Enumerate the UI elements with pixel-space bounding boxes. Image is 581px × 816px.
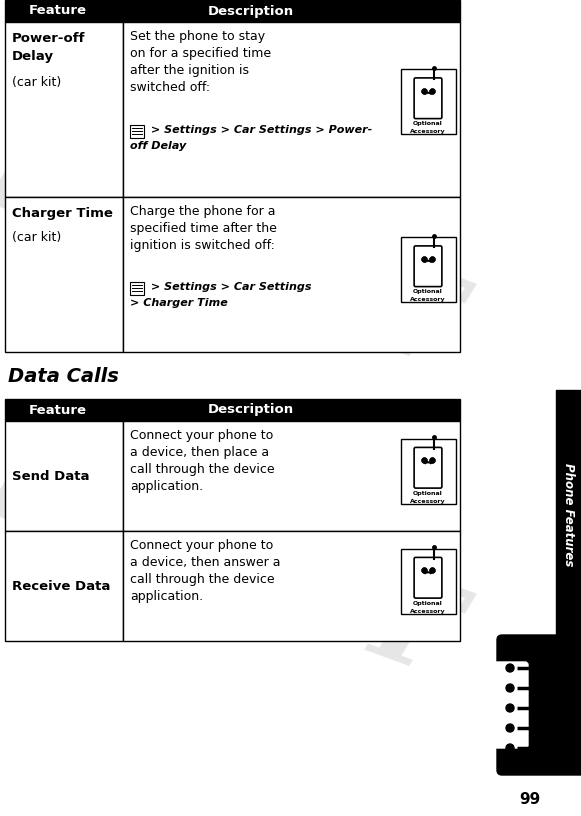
Text: > Settings > Car Settings > Power-: > Settings > Car Settings > Power- bbox=[147, 125, 372, 135]
Circle shape bbox=[506, 724, 514, 732]
Text: DRAFT: DRAFT bbox=[0, 109, 471, 391]
FancyBboxPatch shape bbox=[414, 557, 442, 598]
Text: DRAFT: DRAFT bbox=[0, 419, 471, 701]
Text: Send Data: Send Data bbox=[12, 469, 89, 482]
Text: Optional: Optional bbox=[413, 289, 443, 294]
Text: off Delay: off Delay bbox=[130, 141, 187, 151]
Text: Delay: Delay bbox=[12, 50, 54, 63]
Bar bbox=[5, 421, 123, 531]
Text: Optional: Optional bbox=[413, 490, 443, 495]
Bar bbox=[5, 531, 123, 641]
Text: Power-off: Power-off bbox=[12, 32, 85, 45]
Text: Accessory: Accessory bbox=[410, 129, 446, 134]
Text: Phone Features: Phone Features bbox=[562, 463, 575, 566]
FancyBboxPatch shape bbox=[414, 78, 442, 118]
Bar bbox=[400, 548, 456, 614]
Text: Connect your phone to
a device, then place a
call through the device
application: Connect your phone to a device, then pla… bbox=[130, 429, 275, 493]
Bar bbox=[400, 69, 456, 134]
Text: Charge the phone for a
specified time after the
ignition is switched off:: Charge the phone for a specified time af… bbox=[130, 205, 277, 252]
Circle shape bbox=[506, 704, 514, 712]
Bar bbox=[5, 22, 123, 197]
Bar bbox=[123, 421, 460, 531]
Circle shape bbox=[506, 664, 514, 672]
Text: Set the phone to stay
on for a specified time
after the ignition is
switched off: Set the phone to stay on for a specified… bbox=[130, 30, 271, 94]
Text: Receive Data: Receive Data bbox=[12, 579, 110, 592]
Bar bbox=[123, 197, 460, 352]
FancyBboxPatch shape bbox=[414, 447, 442, 488]
Bar bbox=[123, 531, 460, 641]
Bar bbox=[130, 282, 144, 295]
Text: 99: 99 bbox=[519, 792, 541, 808]
Bar bbox=[5, 197, 123, 352]
FancyBboxPatch shape bbox=[494, 662, 528, 748]
Text: Charger Time: Charger Time bbox=[12, 207, 113, 220]
Text: Feature: Feature bbox=[29, 403, 87, 416]
Text: Accessory: Accessory bbox=[410, 499, 446, 503]
Text: > Charger Time: > Charger Time bbox=[130, 298, 228, 308]
Bar bbox=[5, 0, 460, 22]
Bar bbox=[130, 125, 144, 138]
Text: Feature: Feature bbox=[29, 5, 87, 17]
Circle shape bbox=[506, 684, 514, 692]
Text: > Settings > Car Settings: > Settings > Car Settings bbox=[147, 282, 311, 292]
Text: Accessory: Accessory bbox=[410, 609, 446, 614]
Text: Optional: Optional bbox=[413, 601, 443, 605]
Text: Description: Description bbox=[208, 5, 294, 17]
Text: Description: Description bbox=[208, 403, 294, 416]
Bar bbox=[556, 390, 581, 640]
Text: (car kit): (car kit) bbox=[12, 231, 61, 244]
Text: Optional: Optional bbox=[413, 121, 443, 126]
FancyBboxPatch shape bbox=[497, 635, 581, 775]
Bar bbox=[5, 399, 460, 421]
Circle shape bbox=[506, 744, 514, 752]
Bar bbox=[400, 438, 456, 503]
Text: Data Calls: Data Calls bbox=[8, 367, 119, 386]
Bar bbox=[123, 22, 460, 197]
Text: Connect your phone to
a device, then answer a
call through the device
applicatio: Connect your phone to a device, then ans… bbox=[130, 539, 281, 603]
Bar bbox=[400, 237, 456, 302]
Text: Accessory: Accessory bbox=[410, 297, 446, 302]
FancyBboxPatch shape bbox=[414, 246, 442, 286]
Text: (car kit): (car kit) bbox=[12, 76, 61, 89]
